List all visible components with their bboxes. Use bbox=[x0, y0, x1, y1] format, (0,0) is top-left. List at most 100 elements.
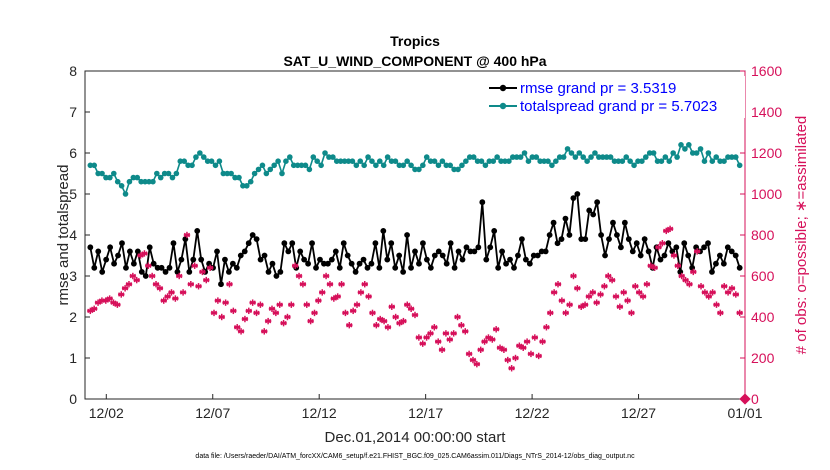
point-rmse bbox=[724, 244, 731, 251]
point-rmse bbox=[265, 269, 272, 275]
point-rmse bbox=[701, 244, 707, 251]
point-totalspread bbox=[294, 162, 301, 169]
point-obs-assimilated bbox=[361, 281, 368, 288]
point-totalspread bbox=[420, 162, 426, 169]
y-tick-label: 6 bbox=[69, 145, 77, 161]
point-rmse bbox=[416, 260, 422, 267]
point-totalspread bbox=[564, 146, 571, 152]
point-obs-assimilated bbox=[415, 334, 423, 341]
point-totalspread bbox=[247, 178, 254, 185]
point-obs-assimilated bbox=[179, 289, 187, 296]
point-obs-assimilated bbox=[643, 281, 651, 288]
point-obs-assimilated bbox=[697, 283, 705, 290]
point-rmse bbox=[115, 252, 121, 259]
point-rmse bbox=[594, 199, 601, 206]
point-rmse bbox=[657, 256, 664, 263]
point-totalspread bbox=[592, 150, 598, 156]
point-rmse bbox=[511, 264, 517, 271]
point-totalspread bbox=[310, 154, 317, 160]
point-totalspread bbox=[208, 158, 215, 164]
point-totalspread bbox=[666, 158, 673, 164]
point-obs-assimilated bbox=[326, 281, 334, 288]
x-tick-label: 01/01 bbox=[727, 405, 762, 421]
point-obs-assimilated bbox=[384, 324, 392, 331]
y-right-tick-label: 200 bbox=[751, 350, 775, 366]
point-totalspread bbox=[91, 162, 98, 169]
point-obs-assimilated bbox=[635, 289, 643, 296]
y-right-tick-label: 1400 bbox=[751, 104, 782, 120]
point-totalspread bbox=[345, 158, 352, 164]
point-totalspread bbox=[392, 158, 399, 164]
point-rmse bbox=[134, 248, 141, 255]
point-obs-assimilated bbox=[659, 240, 666, 247]
y-axis-left: 0 1 2 3 4 5 6 7 8 bbox=[69, 63, 90, 407]
point-rmse bbox=[384, 256, 391, 263]
point-obs-assimilated bbox=[678, 272, 685, 280]
point-obs-assimilated bbox=[199, 268, 206, 276]
point-obs-assimilated bbox=[717, 309, 724, 317]
point-obs-assimilated bbox=[431, 324, 438, 331]
y-right-tick-label: 0 bbox=[751, 391, 759, 407]
point-totalspread bbox=[240, 183, 246, 189]
point-totalspread bbox=[404, 158, 410, 164]
point-rmse bbox=[641, 236, 648, 243]
point-obs-assimilated bbox=[736, 309, 743, 317]
point-obs-assimilated bbox=[562, 309, 569, 317]
point-totalspread bbox=[572, 154, 579, 160]
point-totalspread bbox=[306, 166, 313, 173]
y-right-tick-label: 1600 bbox=[751, 63, 782, 79]
point-obs-assimilated bbox=[589, 289, 596, 296]
point-totalspread bbox=[114, 178, 121, 185]
plot-area bbox=[84, 70, 746, 400]
chart-subtitle: SAT_U_WIND_COMPONENT @ 400 hPa bbox=[283, 53, 546, 69]
point-totalspread bbox=[267, 166, 274, 173]
point-obs-assimilated bbox=[280, 319, 287, 327]
point-totalspread bbox=[732, 154, 739, 160]
point-totalspread bbox=[447, 162, 454, 169]
point-obs-assimilated bbox=[349, 307, 357, 315]
point-obs-assimilated bbox=[639, 293, 647, 300]
point-obs-assimilated bbox=[276, 301, 283, 308]
point-rmse bbox=[570, 195, 577, 202]
point-totalspread bbox=[709, 158, 716, 164]
point-totalspread bbox=[95, 170, 101, 177]
point-rmse bbox=[162, 269, 169, 275]
point-rmse bbox=[233, 264, 240, 271]
point-totalspread bbox=[431, 158, 438, 164]
point-obs-assimilated bbox=[597, 291, 604, 298]
point-obs-assimilated bbox=[307, 317, 314, 325]
point-totalspread bbox=[584, 158, 590, 164]
point-obs-assimilated bbox=[585, 293, 593, 300]
y-axis-label-right: # of obs: o=possible; ∗=assimilated bbox=[793, 116, 810, 355]
point-rmse bbox=[368, 260, 375, 267]
point-obs-assimilated bbox=[481, 338, 488, 345]
point-totalspread bbox=[498, 158, 504, 164]
point-totalspread bbox=[357, 158, 364, 164]
point-totalspread bbox=[122, 191, 129, 197]
point-totalspread bbox=[662, 154, 669, 160]
point-rmse bbox=[550, 219, 557, 226]
point-rmse bbox=[324, 260, 331, 267]
point-obs-assimilated bbox=[554, 281, 562, 288]
point-obs-assimilated bbox=[566, 301, 573, 308]
point-totalspread bbox=[502, 158, 508, 164]
point-rmse bbox=[554, 240, 561, 247]
point-rmse bbox=[142, 273, 149, 279]
point-totalspread bbox=[134, 174, 141, 181]
y-axis-right: 0 200 400 600 800 1000 1200 1400 1600 bbox=[740, 63, 782, 407]
point-totalspread bbox=[537, 158, 543, 164]
point-rmse bbox=[186, 269, 193, 275]
point-rmse bbox=[443, 260, 450, 267]
point-rmse bbox=[166, 264, 173, 271]
point-totalspread bbox=[157, 174, 164, 181]
point-totalspread bbox=[568, 150, 575, 156]
point-obs-assimilated bbox=[489, 336, 496, 343]
point-totalspread bbox=[525, 158, 532, 164]
point-rmse bbox=[214, 248, 220, 255]
point-obs-assimilated bbox=[241, 315, 249, 323]
point-totalspread bbox=[165, 170, 172, 177]
point-obs-assimilated bbox=[315, 297, 322, 304]
point-rmse bbox=[130, 260, 137, 267]
point-totalspread bbox=[717, 158, 723, 164]
point-obs-assimilated bbox=[319, 289, 326, 296]
